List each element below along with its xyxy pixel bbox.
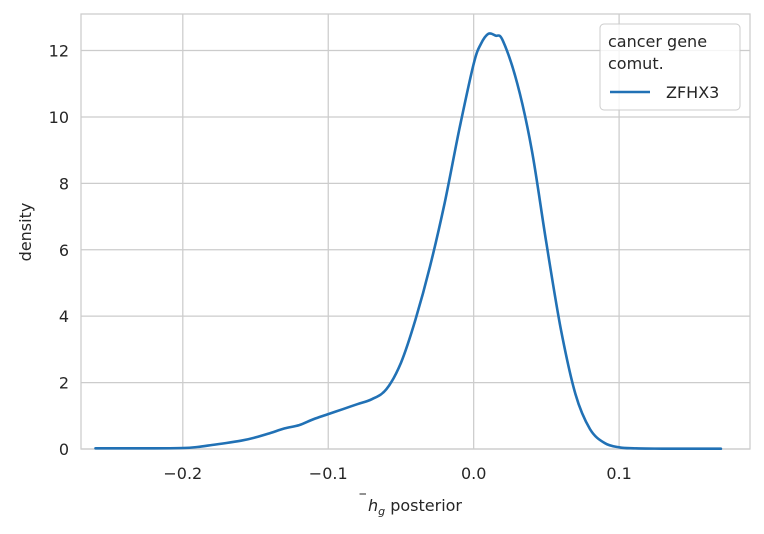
legend-label-zfhx3: ZFHX3 xyxy=(666,83,719,102)
y-tick-label: 10 xyxy=(49,108,69,127)
y-tick-label: 4 xyxy=(59,307,69,326)
legend-title-line2: comut. xyxy=(608,54,664,73)
x-axis-label: hg posterior xyxy=(368,496,462,518)
y-tick-label: 6 xyxy=(59,241,69,260)
y-tick-label: 0 xyxy=(59,440,69,459)
legend: cancer gene comut. ZFHX3 xyxy=(599,23,741,111)
x-axis-label-subscript: g xyxy=(378,505,385,518)
series-layer xyxy=(94,32,723,451)
y-tick-labels: 0 2 4 6 8 10 12 xyxy=(49,42,69,459)
x-axis-label-text: posterior xyxy=(385,496,462,515)
x-tick-labels: −0.2 −0.1 0.0 0.1 xyxy=(163,464,631,483)
y-tick-label: 8 xyxy=(59,174,69,193)
series-line-zfhx3 xyxy=(94,32,723,451)
x-tick-label: 0.1 xyxy=(606,464,631,483)
y-axis-label: density xyxy=(16,203,35,262)
y-tick-label: 12 xyxy=(49,42,69,61)
plot-frame xyxy=(80,13,751,450)
x-tick-label: −0.1 xyxy=(309,464,348,483)
y-tick-label: 2 xyxy=(59,374,69,393)
legend-title-line1: cancer gene xyxy=(608,32,707,51)
x-tick-label: −0.2 xyxy=(163,464,202,483)
x-axis-label-symbol: h xyxy=(368,496,378,515)
legend-box xyxy=(599,23,741,111)
x-tick-label: 0.0 xyxy=(461,464,486,483)
